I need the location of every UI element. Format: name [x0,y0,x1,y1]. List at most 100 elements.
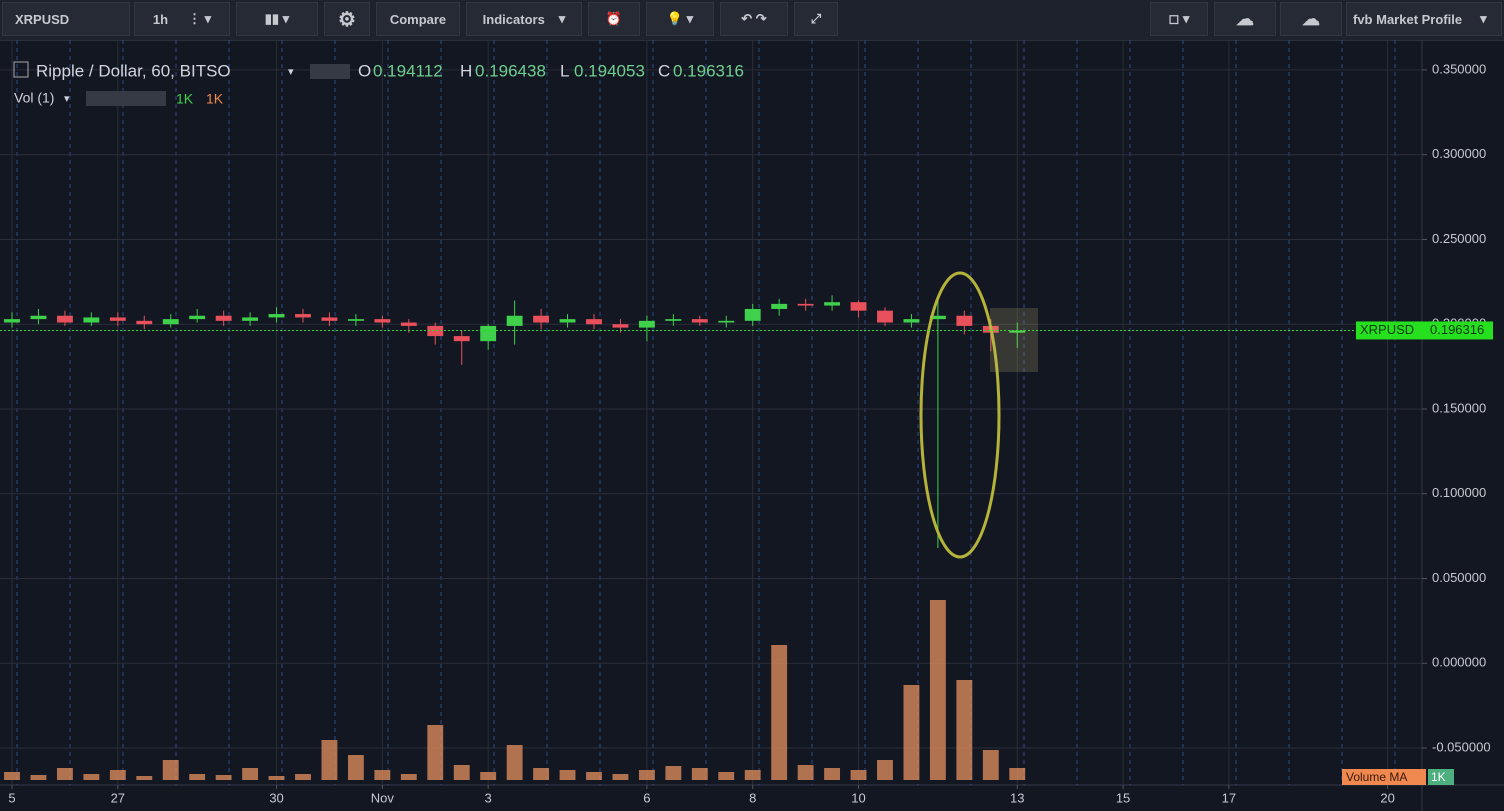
candle-body [136,320,153,325]
indicators-label: Indicators [482,11,545,27]
x-tick-label: 20 [1380,790,1394,805]
candle-body [242,317,259,321]
save-button[interactable]: ☁ [1280,2,1342,36]
volume-bar [374,770,391,780]
volume-bar [268,776,285,780]
candle-body [427,325,444,337]
symbol-input[interactable]: XRPUSD [2,2,130,36]
color-button[interactable]: ◻ ▾ [1150,2,1208,36]
volume-bar [586,772,602,780]
volume-bar [400,774,417,780]
x-tick-label: 6 [643,790,650,805]
candle-body [215,315,232,321]
y-tick-label: 0.050000 [1432,570,1486,585]
last-price-badge [1356,321,1493,340]
c-label: C [658,61,670,80]
candle-body [691,319,708,323]
caret: ▾ [1480,11,1487,26]
volume-bar [162,760,179,780]
volume-bar [797,765,814,780]
volume-bar [242,768,259,780]
volume-bar [56,768,73,780]
volume-bar [638,770,655,780]
indicators-button[interactable]: Indicators ▾ [466,2,582,36]
vol-title: Vol (1) [14,90,54,106]
annotation-ellipse [919,271,1001,559]
interval-button[interactable]: 1h ⋮ ▾ [134,2,230,36]
candle-body [30,315,47,320]
collapse-icon[interactable] [13,61,29,78]
vol-value-a: 1K [176,91,194,107]
volume-bar [903,685,920,780]
volume-bar [136,776,153,780]
l-label: L [560,61,569,80]
x-tick-label: 17 [1222,790,1236,805]
candle-body [665,319,682,321]
undo-redo[interactable]: ↶ ↷ [720,2,788,36]
chart-style-button[interactable]: ▮▮ ▾ [236,2,318,36]
volume-bar [295,774,311,780]
volume-bar [480,772,497,780]
highlight-box [990,308,1038,372]
candle-body [109,317,126,321]
c-value: 0.196316 [673,61,744,80]
candle-body [506,315,523,326]
axes: -0.050000 0.000000 0.050000 0.100000 0.15000… [0,61,1493,805]
volume-bar [718,772,735,780]
x-tick-label: 30 [269,790,283,805]
legend-icons[interactable] [310,64,350,79]
candle-body [295,314,311,318]
y-tick-label: -0.050000 [1432,739,1491,754]
volume-ma-value: 1K [1431,770,1446,784]
candle-body [797,303,814,306]
volume-bar [453,765,470,780]
caret: ▾ [64,93,70,105]
volume-bar [83,774,100,780]
ideas-button[interactable]: 💡 ▾ [646,2,714,36]
x-tick-label: 5 [8,790,15,805]
volume-bar [109,770,126,780]
volume-bar [929,600,946,780]
x-tick-label: 8 [749,790,756,805]
x-tick-label: 27 [111,790,125,805]
y-tick-label: 0.000000 [1432,655,1486,670]
candle-body [744,308,761,321]
candle-body [1009,330,1026,333]
h-value: 0.196438 [475,61,546,80]
chart: -0.050000 0.000000 0.050000 0.100000 0.15000… [0,40,1504,811]
volume-ma-badge [1342,769,1426,785]
candle-body [956,315,973,326]
volume-bar [321,740,338,780]
candle-body [850,302,867,311]
volume-bar [877,760,893,780]
y-tick-label: 0.150000 [1432,400,1486,415]
candle-body [638,320,655,328]
candle-body [533,315,550,323]
candle-body [718,320,735,323]
menu-dots: ⋮ ▾ [188,11,212,26]
vol-icons[interactable] [86,91,166,106]
volume-bar [215,775,232,780]
candle-body [771,303,788,309]
profile-button[interactable]: fvb Market Profile ▾ [1346,2,1502,36]
volume-bar [982,750,999,780]
x-tick-label: Nov [371,790,395,805]
interval: 1h [152,11,169,27]
volume-bar [665,766,682,780]
compare-button[interactable]: Compare [376,2,460,36]
candle-body [559,319,576,323]
volume-bar [347,755,364,780]
candle-body [824,302,841,306]
volume-bar [612,774,629,780]
alert-button[interactable]: ⏰ [588,2,640,36]
toolbar: XRPUSD 1h ⋮ ▾ ▮▮ ▾ ⚙ Compare Indicators ▾ … [0,0,1504,41]
volume-bar [189,774,206,780]
load-button[interactable]: ☁ [1214,2,1276,36]
candle-body [83,317,100,323]
vol-value-b: 1K [206,91,224,107]
fullscreen-button[interactable]: ⤢ [794,2,838,36]
candle-body [162,319,179,325]
candle-body [374,319,391,323]
settings-button[interactable]: ⚙ [324,2,370,36]
volume-ma-value-badge [1428,769,1454,785]
